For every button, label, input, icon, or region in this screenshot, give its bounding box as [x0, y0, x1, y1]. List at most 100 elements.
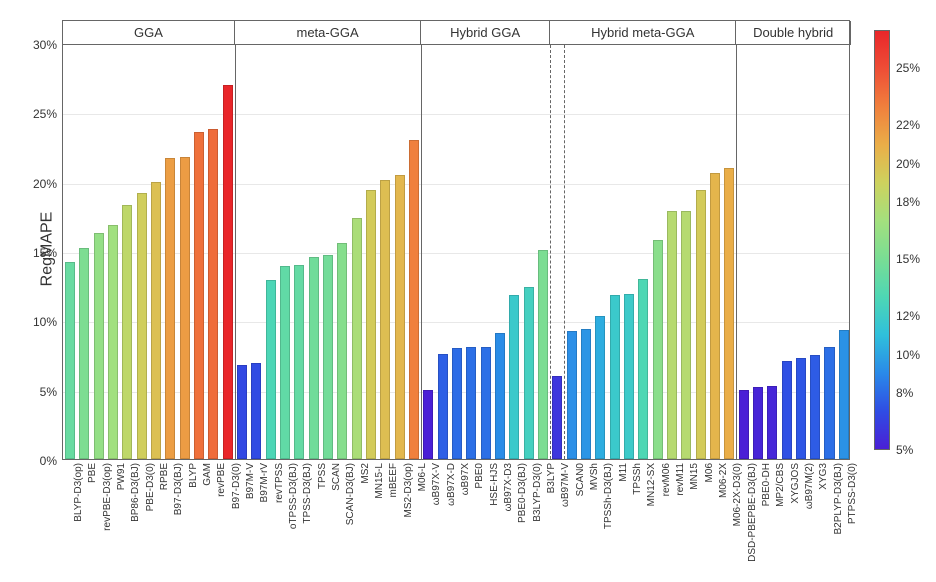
bar — [653, 240, 663, 459]
bar — [581, 329, 591, 459]
x-tick-label: ωB97X-D — [446, 463, 457, 506]
colorbar-tick: 22% — [896, 118, 920, 132]
group-header: Double hybrid — [736, 21, 851, 45]
bar — [839, 330, 849, 459]
x-tick-label: PBE-D3(0) — [145, 463, 156, 511]
colorbar-gradient — [874, 30, 890, 450]
bar — [710, 173, 720, 459]
group-header: meta-GGA — [235, 21, 421, 45]
bar — [266, 280, 276, 459]
bar — [94, 233, 104, 459]
y-tick-label: 30% — [33, 38, 57, 52]
x-tick-label: PTPSS-D3(0) — [847, 463, 858, 524]
bar — [739, 390, 749, 459]
bar — [810, 355, 820, 459]
bar — [538, 250, 548, 459]
x-tick-label: BLYP-D3(op) — [73, 463, 84, 522]
bar — [796, 358, 806, 459]
bar — [237, 365, 247, 459]
x-tick-label: HSE-HJS — [489, 463, 500, 506]
x-tick-label: TPSS — [317, 463, 328, 489]
colorbar-tick: 10% — [896, 348, 920, 362]
bar — [610, 295, 620, 459]
x-tick-label: ωB97X — [460, 463, 471, 495]
bar — [323, 255, 333, 459]
bar — [753, 387, 763, 459]
x-tick-label: revM11 — [675, 463, 686, 496]
x-tick-label: mBEEF — [388, 463, 399, 497]
bar — [366, 190, 376, 459]
bar — [595, 316, 605, 459]
bar — [767, 386, 777, 459]
bar — [509, 295, 519, 459]
x-tick-label: TPSSh-D3(BJ) — [603, 463, 614, 529]
bar — [681, 211, 691, 459]
x-tick-label: RPBE — [159, 463, 170, 490]
group-divider-dashed — [564, 45, 565, 459]
y-tick-label: 0% — [40, 454, 57, 468]
bar — [481, 347, 491, 459]
x-tick-label: B3LYP-D3(0) — [532, 463, 543, 522]
bar — [552, 376, 562, 459]
bar — [667, 211, 677, 459]
x-tick-label: M06-2X-D3(0) — [732, 463, 743, 526]
group-divider — [235, 45, 236, 459]
colorbar-tick: 12% — [896, 309, 920, 323]
x-tick-label: PBE0 — [474, 463, 485, 489]
bar — [194, 132, 204, 459]
bar — [352, 218, 362, 459]
x-tick-label: B3LYP — [546, 463, 557, 493]
x-tick-label: MN12-SX — [646, 463, 657, 506]
colorbar-tick: 20% — [896, 157, 920, 171]
bar — [223, 85, 233, 459]
x-tick-label: ωB97X-D3 — [503, 463, 514, 511]
y-axis-label: RegMAPE — [38, 212, 56, 287]
bar — [280, 266, 290, 459]
bar-chart: 0%5%10%15%20%25%30%BLYP-D3(op)PBErevPBE-… — [62, 20, 850, 460]
x-tick-label: DSD-PBEPBE-D3(BJ) — [747, 463, 758, 562]
x-tick-label: B97M-V — [245, 463, 256, 499]
x-tick-label: revPBE — [216, 463, 227, 497]
group-header: GGA — [63, 21, 235, 45]
x-tick-label: MN15 — [689, 463, 700, 490]
x-tick-label: BLYP — [188, 463, 199, 488]
bar — [294, 265, 304, 459]
bar — [395, 175, 405, 459]
x-tick-label: XYGJOS — [790, 463, 801, 504]
x-tick-label: MS2 — [360, 463, 371, 484]
y-tick-label: 20% — [33, 177, 57, 191]
colorbar-tick: 8% — [896, 386, 913, 400]
bar — [122, 205, 132, 459]
colorbar-tick: 25% — [896, 61, 920, 75]
x-tick-label: XYG3 — [818, 463, 829, 490]
bar — [824, 347, 834, 459]
x-tick-label: B97-D3(BJ) — [173, 463, 184, 515]
x-tick-label: PBE0-D3(BJ) — [517, 463, 528, 523]
y-tick-label: 25% — [33, 107, 57, 121]
bar — [409, 140, 419, 459]
group-divider — [421, 45, 422, 459]
grid-line — [63, 114, 849, 115]
x-tick-label: B97-D3(0) — [231, 463, 242, 509]
x-tick-label: revM06 — [661, 463, 672, 496]
colorbar-tick: 18% — [896, 195, 920, 209]
x-tick-label: PW91 — [116, 463, 127, 490]
bar — [438, 354, 448, 459]
bar — [251, 363, 261, 459]
group-divider — [736, 45, 737, 459]
x-tick-label: PBE0-DH — [761, 463, 772, 506]
x-tick-label: SCAN0 — [575, 463, 586, 496]
bar — [79, 248, 89, 459]
x-tick-label: MP2/CBS — [775, 463, 786, 507]
x-tick-label: TPSSh — [632, 463, 643, 495]
bar — [696, 190, 706, 459]
x-tick-label: M06 — [704, 463, 715, 482]
bar — [208, 129, 218, 459]
bar — [724, 168, 734, 459]
x-tick-label: MVSh — [589, 463, 600, 490]
bar — [380, 180, 390, 459]
group-divider — [550, 45, 551, 459]
bar — [567, 331, 577, 459]
bar — [309, 257, 319, 459]
bar — [65, 262, 75, 459]
